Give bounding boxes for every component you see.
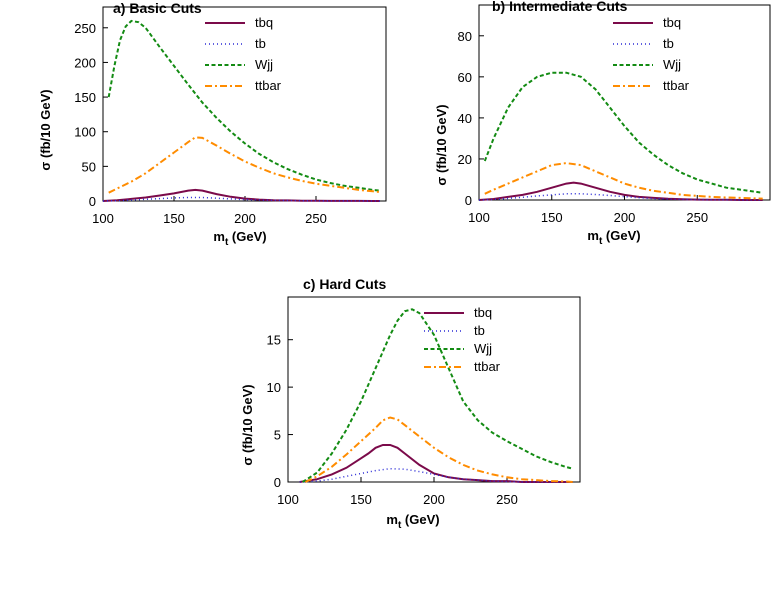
- legend-label-tb: tb: [474, 323, 485, 338]
- x-tick-label: 100: [468, 210, 490, 225]
- x-axis-label-sub: t: [599, 236, 603, 247]
- y-axis-label: σ (fb/10 GeV): [434, 104, 449, 185]
- chart-title: c) Hard Cuts: [303, 276, 386, 292]
- x-axis-label-main: m: [587, 228, 599, 243]
- legend: tbq tb Wjj ttbar: [613, 15, 690, 93]
- series-line-tb: [478, 193, 763, 201]
- legend-label-Wjj: Wjj: [663, 57, 681, 72]
- y-tick-label: 0: [465, 193, 472, 208]
- legend: tbq tb Wjj ttbar: [205, 15, 282, 93]
- ticks: 100 150 200 250 0 20 40 60 80: [458, 29, 709, 225]
- series-line-ttbar: [305, 416, 573, 483]
- plot-frame: [102, 6, 387, 202]
- series-line-ttbar: [108, 136, 380, 194]
- series-line-Wjj: [107, 19, 380, 192]
- series-lines: [299, 308, 573, 483]
- panel-basic-cuts: a) Basic Cuts 100 150 200 250 0 50 100 150 200 25…: [38, 0, 387, 248]
- x-tick-label: 100: [92, 211, 114, 226]
- x-axis-label-unit: (GeV): [228, 229, 266, 244]
- series-line-tb: [299, 467, 573, 483]
- legend-label-Wjj: Wjj: [255, 57, 273, 72]
- x-axis-label-main: m: [213, 229, 225, 244]
- x-tick-label: 200: [614, 210, 636, 225]
- series-line-ttbar: [484, 162, 763, 200]
- series-line-tbq: [299, 444, 573, 483]
- panel-intermediate-cuts: b) Intermediate Cuts 100 150 200 250 0 20 40 60…: [434, 0, 771, 247]
- y-tick-label: 40: [458, 111, 472, 126]
- ticks: 100 150 200 250 0 5 10 15: [267, 333, 518, 507]
- chart-title: a) Basic Cuts: [113, 0, 202, 16]
- legend-label-tbq: tbq: [255, 15, 273, 30]
- legend-label-Wjj: Wjj: [474, 341, 492, 356]
- y-tick-label: 200: [74, 55, 96, 70]
- y-tick-label: 250: [74, 21, 96, 36]
- series-line-Wjj: [302, 308, 573, 483]
- x-tick-label: 150: [350, 492, 372, 507]
- plot-frame: [478, 4, 771, 201]
- y-tick-label: 0: [89, 194, 96, 209]
- y-tick-label: 20: [458, 152, 472, 167]
- x-axis-label: mt (GeV): [587, 228, 640, 247]
- y-tick-label: 15: [267, 333, 281, 348]
- y-tick-label: 5: [274, 428, 281, 443]
- series-line-tb: [102, 196, 380, 202]
- x-tick-label: 150: [163, 211, 185, 226]
- x-tick-label: 250: [305, 211, 327, 226]
- x-axis-label-sub: t: [398, 520, 402, 531]
- y-tick-label: 0: [274, 475, 281, 490]
- y-tick-label: 50: [82, 159, 96, 174]
- x-tick-label: 250: [496, 492, 518, 507]
- series-line-Wjj: [483, 71, 763, 194]
- series-lines: [478, 71, 763, 201]
- y-axis-label: σ (fb/10 GeV): [38, 89, 53, 170]
- legend-label-tbq: tbq: [474, 305, 492, 320]
- x-axis-label: mt (GeV): [386, 512, 439, 531]
- panel-hard-cuts: c) Hard Cuts 100 150 200 250 0 5 10 15 tbq tb Wjj…: [240, 276, 581, 531]
- series-line-tbq: [102, 188, 380, 202]
- chart-title: b) Intermediate Cuts: [492, 0, 628, 14]
- series-lines: [102, 19, 380, 202]
- y-tick-label: 60: [458, 70, 472, 85]
- ticks: 100 150 200 250 0 50 100 150 200 250: [74, 21, 327, 226]
- x-axis-label-unit: (GeV): [401, 512, 439, 527]
- legend-label-ttbar: ttbar: [474, 359, 501, 374]
- x-axis-label-sub: t: [225, 237, 229, 248]
- legend: tbq tb Wjj ttbar: [424, 305, 501, 374]
- y-tick-label: 100: [74, 125, 96, 140]
- y-tick-label: 10: [267, 380, 281, 395]
- x-tick-label: 200: [423, 492, 445, 507]
- x-axis-label-main: m: [386, 512, 398, 527]
- legend-label-ttbar: ttbar: [663, 78, 690, 93]
- x-axis-label: mt (GeV): [213, 229, 266, 248]
- y-axis-label: σ (fb/10 GeV): [240, 384, 255, 465]
- x-tick-label: 150: [541, 210, 563, 225]
- legend-label-tbq: tbq: [663, 15, 681, 30]
- legend-label-tb: tb: [255, 36, 266, 51]
- x-axis-label-unit: (GeV): [602, 228, 640, 243]
- y-tick-label: 80: [458, 29, 472, 44]
- y-tick-label: 150: [74, 90, 96, 105]
- x-tick-label: 200: [234, 211, 256, 226]
- x-tick-label: 100: [277, 492, 299, 507]
- legend-label-tb: tb: [663, 36, 674, 51]
- legend-label-ttbar: ttbar: [255, 78, 282, 93]
- x-tick-label: 250: [686, 210, 708, 225]
